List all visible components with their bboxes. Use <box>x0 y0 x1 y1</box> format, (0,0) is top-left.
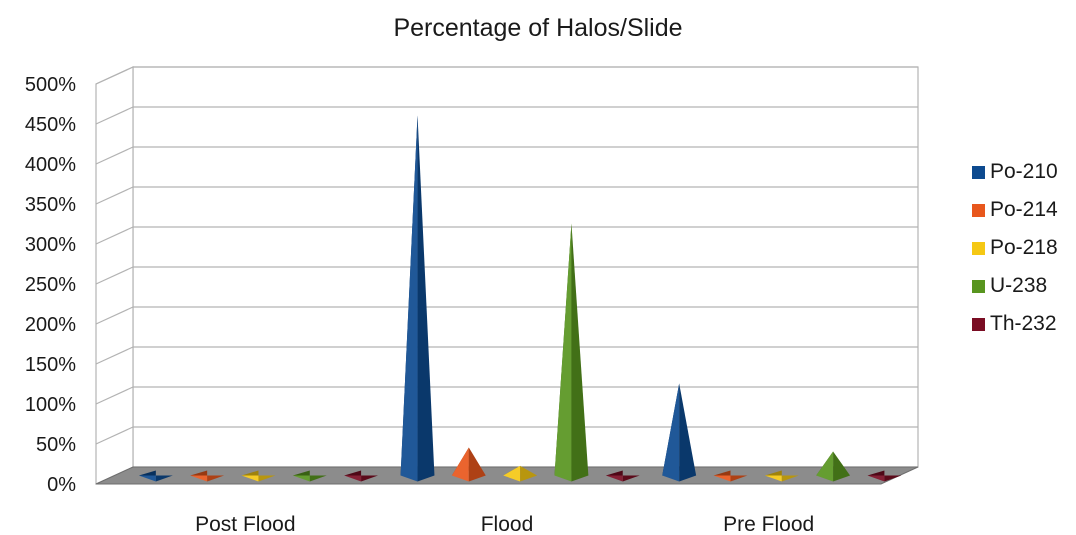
legend-swatch-po-214 <box>972 203 985 217</box>
pyramid-u-238 <box>554 223 589 482</box>
gridline-side <box>95 226 134 245</box>
gridline-side <box>95 66 134 85</box>
pyramid-face-right <box>309 475 327 482</box>
pyramid-face-front <box>554 223 572 482</box>
legend-swatch-po-210 <box>972 165 985 179</box>
gridline-side <box>95 306 134 325</box>
chart-title: Percentage of Halos/Slide <box>393 14 683 42</box>
y-tick-label: 400% <box>25 154 76 176</box>
pyramid-face-front <box>764 475 782 482</box>
pyramid-face-right <box>571 223 589 482</box>
x-tick-label: Post Flood <box>195 513 295 535</box>
y-tick-label: 150% <box>25 354 76 376</box>
pyramid-po-210 <box>138 470 173 482</box>
legend-label-po-210: Po-210 <box>990 160 1058 183</box>
x-tick-label: Pre Flood <box>723 513 814 535</box>
pyramid-po-218 <box>764 470 799 482</box>
pyramid-th-232 <box>344 470 379 482</box>
pyramid-face-front <box>867 475 885 482</box>
gridline-side <box>95 186 134 205</box>
pyramid-face-right <box>520 465 538 482</box>
y-tick-label: 50% <box>36 434 76 456</box>
legend-item-po-210: Po-210 <box>972 153 1058 191</box>
pyramid-face-back <box>344 470 362 476</box>
y-tick-label: 200% <box>25 314 76 336</box>
pyramid-face-right <box>258 475 276 482</box>
pyramid-face-right <box>833 451 851 482</box>
pyramid-face-front <box>292 475 310 482</box>
chart-legend: Po-210 Po-214 Po-218 U-238 Th-232 <box>972 153 1058 343</box>
pyramid-face-right <box>730 475 748 482</box>
legend-label-po-214: Po-214 <box>990 198 1058 221</box>
pyramid-po-214 <box>713 470 748 482</box>
legend-item-th-232: Th-232 <box>972 305 1058 343</box>
pyramid-face-right <box>361 475 379 482</box>
pyramid-po-210 <box>400 115 435 482</box>
pyramid-face-right <box>622 475 640 482</box>
pyramid-face-right <box>155 475 173 482</box>
legend-item-po-218: Po-218 <box>972 229 1058 267</box>
legend-swatch-po-218 <box>972 241 985 255</box>
pyramid-face-back <box>292 470 310 476</box>
pyramid-face-back <box>241 470 259 476</box>
pyramid-po-218 <box>503 465 538 482</box>
pyramid-th-232 <box>867 470 902 482</box>
pyramid-face-right <box>468 447 486 482</box>
pyramid-face-back <box>138 470 156 476</box>
pyramid-po-214 <box>451 447 486 482</box>
pyramid-face-front <box>662 383 680 482</box>
legend-swatch-th-232 <box>972 317 985 331</box>
pyramid-face-front <box>190 475 208 482</box>
pyramid-face-front <box>138 475 156 482</box>
x-tick-label: Flood <box>481 513 534 535</box>
gridline-side <box>95 106 134 125</box>
pyramid-face-right <box>207 475 225 482</box>
pyramid-face-front <box>400 115 418 482</box>
pyramid-po-214 <box>190 470 225 482</box>
legend-item-u-238: U-238 <box>972 267 1058 305</box>
gridline-side <box>95 266 134 285</box>
y-tick-label: 0% <box>47 474 76 496</box>
gridline-side <box>95 146 134 165</box>
pyramid-face-front <box>241 475 259 482</box>
pyramid-face-front <box>451 447 469 482</box>
y-tick-label: 300% <box>25 234 76 256</box>
legend-item-po-214: Po-214 <box>972 191 1058 229</box>
pyramid-po-210 <box>662 383 697 482</box>
pyramid-face-right <box>884 475 902 482</box>
legend-label-u-238: U-238 <box>990 274 1048 297</box>
y-tick-label: 350% <box>25 194 76 216</box>
legend-swatch-u-238 <box>972 279 985 293</box>
y-tick-label: 450% <box>25 114 76 136</box>
pyramid-face-front <box>713 475 731 482</box>
gridline-side <box>95 346 134 365</box>
legend-label-po-218: Po-218 <box>990 236 1058 259</box>
pyramid-po-218 <box>241 470 276 482</box>
pyramid-face-front <box>605 475 623 482</box>
pyramid-u-238 <box>292 470 327 482</box>
legend-label-th-232: Th-232 <box>990 312 1057 335</box>
y-tick-label: 500% <box>25 74 76 96</box>
pyramid-face-right <box>417 115 435 482</box>
pyramid-face-back <box>713 470 731 476</box>
gridline-side <box>95 386 134 405</box>
pyramid-th-232 <box>605 470 640 482</box>
pyramid-face-back <box>190 470 208 476</box>
pyramid-face-front <box>816 451 834 482</box>
pyramid-face-front <box>344 475 362 482</box>
pyramid-face-back <box>867 470 885 476</box>
pyramid-face-front <box>503 465 521 482</box>
pyramid-face-back <box>605 470 623 476</box>
y-tick-label: 100% <box>25 394 76 416</box>
pyramid-face-right <box>679 383 697 482</box>
y-tick-label: 250% <box>25 274 76 296</box>
pyramid-face-back <box>764 470 782 476</box>
pyramid-u-238 <box>816 451 851 482</box>
gridline-side <box>95 426 134 445</box>
pyramid-face-right <box>781 475 799 482</box>
